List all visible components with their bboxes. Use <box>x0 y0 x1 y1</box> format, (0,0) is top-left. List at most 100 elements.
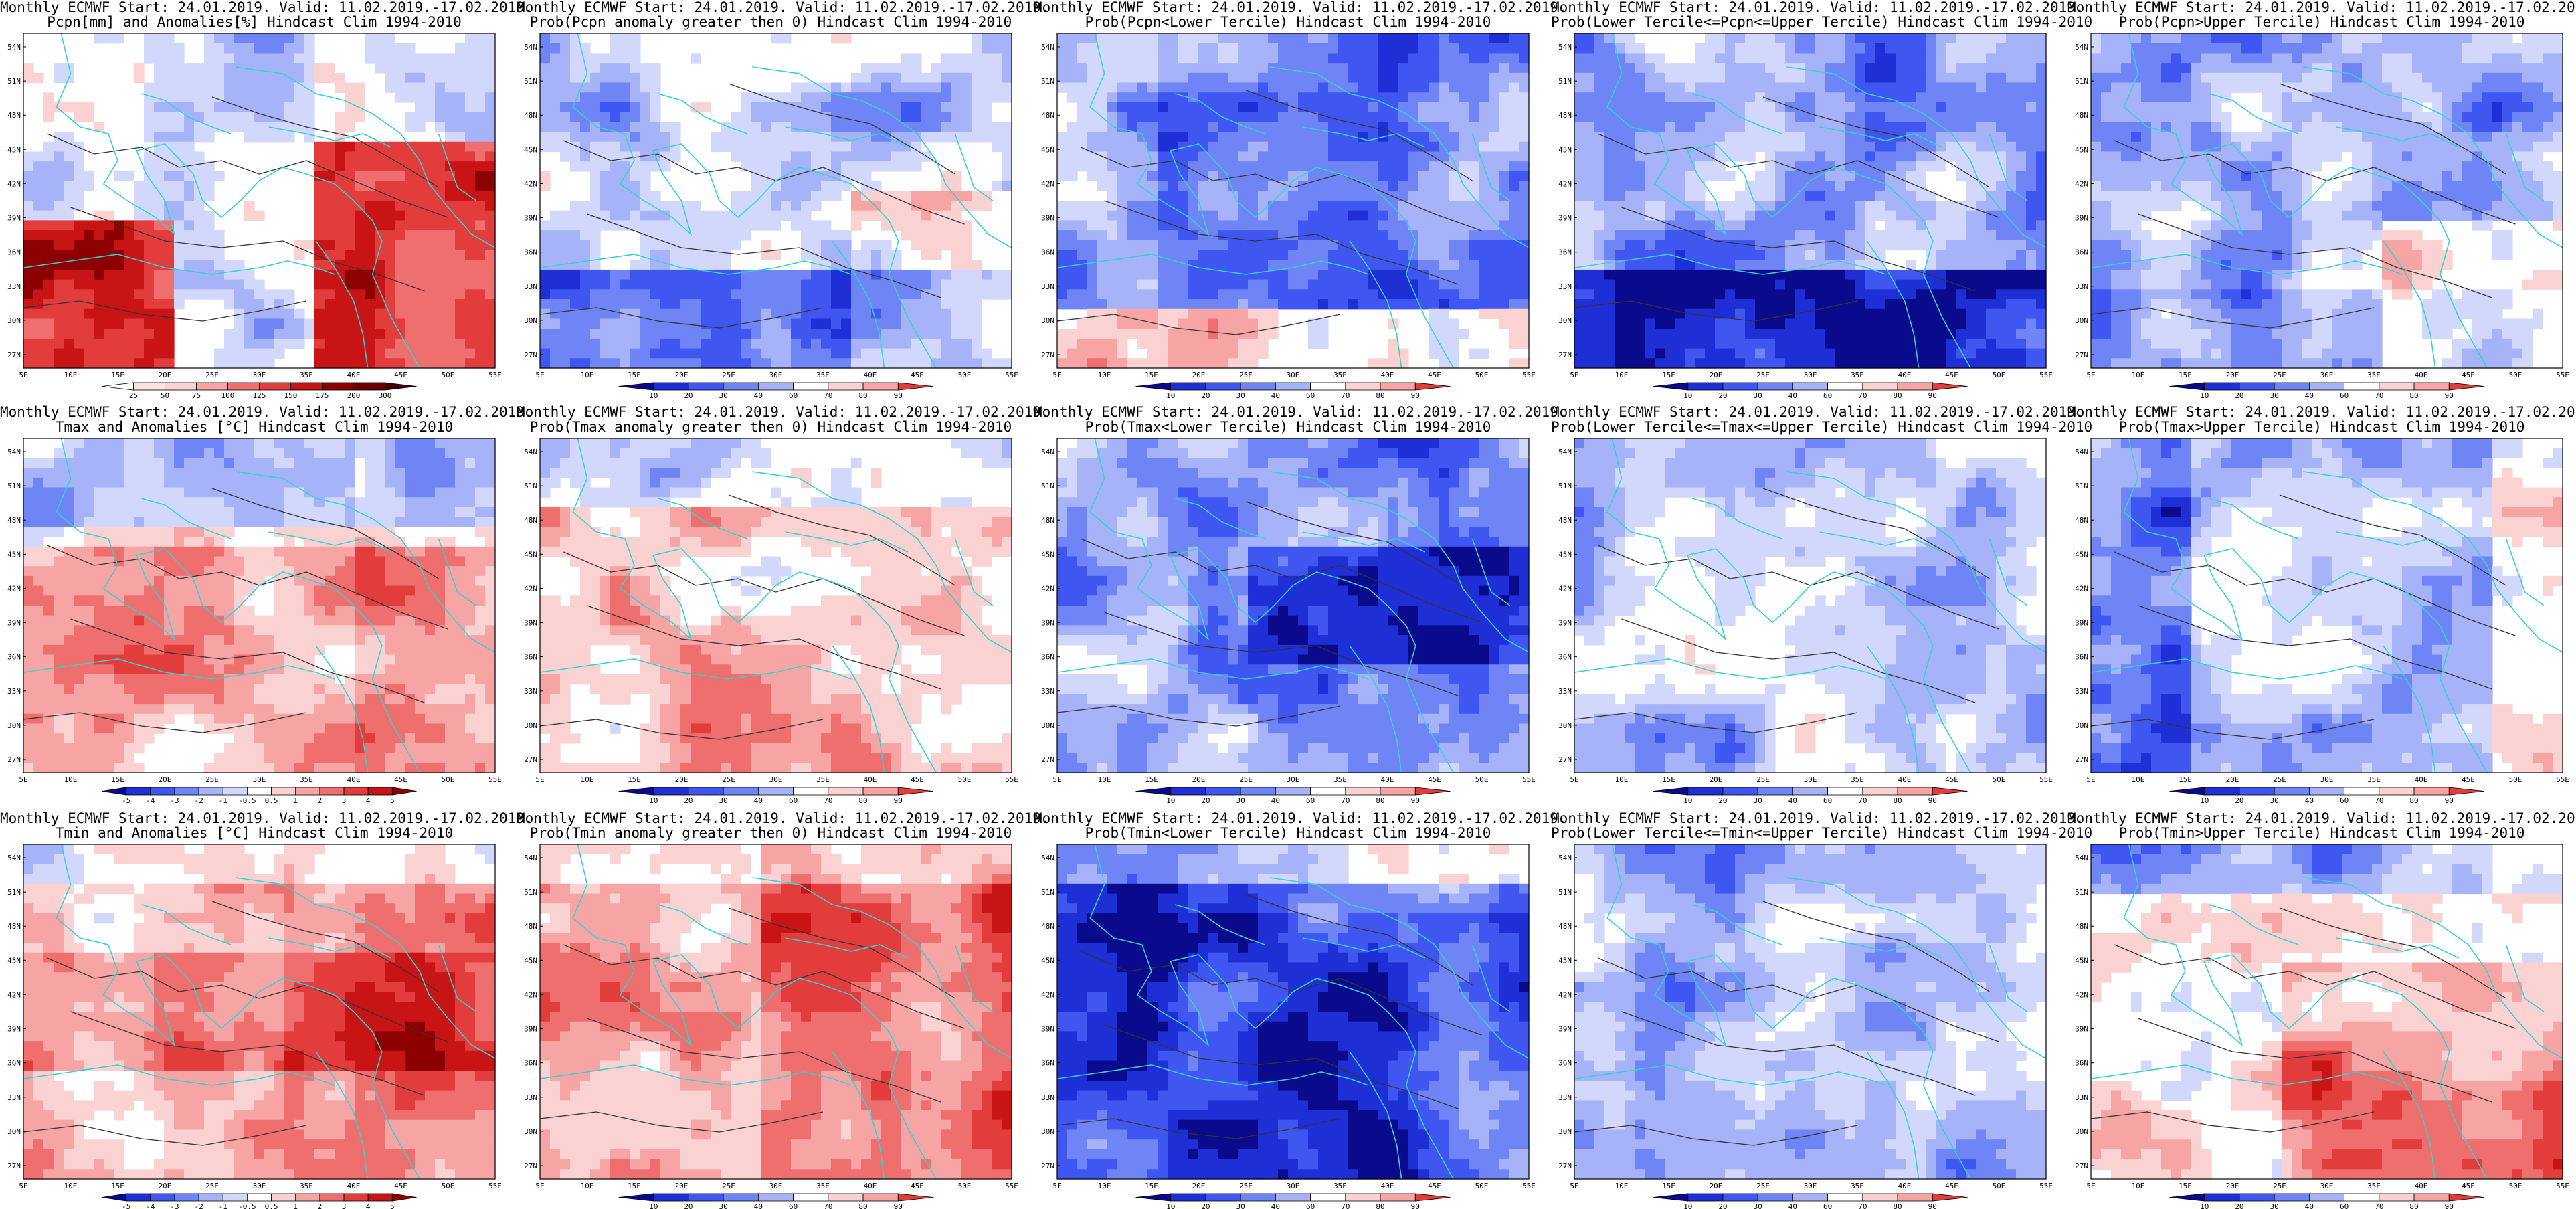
lon-tick-label: 50E <box>1475 775 1489 784</box>
colorbar-swatch <box>354 383 385 390</box>
colorbar-label: 20 <box>1201 391 1210 400</box>
lon-tick-label: 30E <box>2320 1182 2334 1190</box>
colorbar-swatch <box>151 787 175 795</box>
colorbar-swatch <box>723 787 758 795</box>
lon-tick-label: 45E <box>2462 1182 2475 1190</box>
lon-tick-label: 40E <box>2415 775 2428 784</box>
lon-tick-label: 5E <box>1570 1182 1578 1190</box>
colorbar-swatch <box>2379 1194 2414 1201</box>
colorbar-swatch <box>1723 383 1758 390</box>
colorbar-swatch <box>197 383 228 390</box>
lat-tick-label: 33N <box>1041 687 1054 696</box>
colorbar-swatch <box>863 787 898 795</box>
colorbar-label: 70 <box>1858 391 1867 400</box>
lon-tick-label: 40E <box>1381 775 1394 784</box>
lon-tick-label: 35E <box>1333 371 1347 379</box>
lon-tick-label: 5E <box>535 775 544 784</box>
lat-tick-label: 39N <box>1041 1025 1054 1034</box>
colorbar-swatch <box>260 383 291 390</box>
lon-tick-label: 15E <box>1662 775 1675 784</box>
colorbar-swatch <box>368 787 392 795</box>
colorbar-label: 75 <box>192 391 201 400</box>
colorbar-label: 90 <box>1928 391 1937 400</box>
lat-tick-label: 36N <box>524 248 537 257</box>
colorbar-label: 40 <box>2305 391 2314 400</box>
colorbar-swatch <box>1758 1194 1792 1201</box>
lon-tick-label: 45E <box>1945 1182 1958 1190</box>
colorbar-label: 20 <box>684 796 693 805</box>
lon-tick-label: 50E <box>958 371 972 379</box>
lon-tick-label: 15E <box>2179 1182 2192 1190</box>
colorbar-swatch <box>2414 1194 2449 1201</box>
lon-tick-label: 55E <box>2556 775 2569 784</box>
lon-tick-label: 30E <box>253 371 266 379</box>
lon-tick-label: 15E <box>2179 775 2192 784</box>
colorbar-label: 60 <box>2340 1202 2349 1209</box>
lon-tick-label: 10E <box>64 775 78 784</box>
lon-tick-label: 55E <box>2039 1182 2053 1190</box>
lat-tick-label: 33N <box>2075 282 2088 291</box>
colorbar-swatch <box>688 383 723 390</box>
lat-tick-label: 51N <box>7 482 21 490</box>
lon-tick-label: 55E <box>2039 371 2053 379</box>
lat-tick-label: 45N <box>524 145 537 154</box>
colorbar-swatch <box>102 1194 126 1201</box>
lon-tick-label: 15E <box>1662 371 1675 379</box>
colorbar-swatch <box>2379 787 2414 795</box>
colorbar-label: 3 <box>342 1202 347 1209</box>
lon-tick-label: 45E <box>911 775 924 784</box>
lon-tick-label: 25E <box>722 371 735 379</box>
lon-tick-label: 10E <box>2132 1182 2145 1190</box>
lon-tick-label: 30E <box>2320 371 2334 379</box>
lat-tick-label: 48N <box>1558 516 1572 525</box>
colorbar-swatch <box>2170 1194 2205 1201</box>
colorbar-label: -2 <box>194 796 203 805</box>
colorbar-label: 20 <box>1718 796 1727 805</box>
colorbar-label: 20 <box>1201 796 1210 805</box>
colorbar-label: 80 <box>2409 796 2418 805</box>
colorbar-swatch <box>1346 787 1380 795</box>
colorbar-label: 10 <box>649 796 658 805</box>
colorbar-swatch <box>654 383 688 390</box>
colorbar-swatch <box>272 787 296 795</box>
lat-tick-label: 51N <box>1041 482 1054 490</box>
colorbar-swatch <box>898 787 933 795</box>
colorbar-label: 40 <box>754 796 763 805</box>
lat-tick-label: 45N <box>7 550 21 559</box>
shaded-field <box>540 844 1012 1180</box>
colorbar-label: 60 <box>789 796 798 805</box>
colorbar-swatch <box>1863 787 1898 795</box>
lat-tick-label: 39N <box>524 1025 537 1034</box>
lat-tick-label: 36N <box>7 653 21 662</box>
colorbar-swatch <box>1380 383 1415 390</box>
colorbar-label: 60 <box>1306 391 1315 400</box>
lat-tick-label: 30N <box>524 1127 537 1136</box>
lon-tick-label: 35E <box>300 775 313 784</box>
lat-tick-label: 39N <box>524 619 537 628</box>
lat-tick-label: 30N <box>1558 316 1572 325</box>
lon-tick-label: 30E <box>253 1182 266 1190</box>
lat-tick-label: 45N <box>524 550 537 559</box>
colorbar-label: 60 <box>789 1202 798 1209</box>
colorbar-label: 60 <box>789 391 798 400</box>
colorbar-label: 30 <box>2270 391 2279 400</box>
lon-tick-label: 5E <box>535 371 544 379</box>
colorbar-label: -4 <box>146 796 155 805</box>
lat-tick-label: 39N <box>1558 619 1572 628</box>
colorbar-swatch <box>1792 1194 1827 1201</box>
colorbar-swatch <box>2170 383 2205 390</box>
lat-tick-label: 42N <box>1558 990 1572 999</box>
lon-tick-label: 45E <box>394 371 407 379</box>
map-panel-tmin-5: Monthly ECMWF Start: 24.01.2019. Valid: … <box>2067 811 2576 1209</box>
colorbar-swatch <box>1932 787 1967 795</box>
lon-tick-label: 40E <box>864 775 877 784</box>
colorbar-label: 30 <box>1754 391 1762 400</box>
colorbar-label: -4 <box>146 1202 155 1209</box>
colorbar-swatch <box>1723 787 1758 795</box>
colorbar-swatch <box>272 1194 296 1201</box>
lat-tick-label: 48N <box>7 516 21 525</box>
colorbar-label: 150 <box>284 391 298 400</box>
lon-tick-label: 5E <box>19 1182 27 1190</box>
